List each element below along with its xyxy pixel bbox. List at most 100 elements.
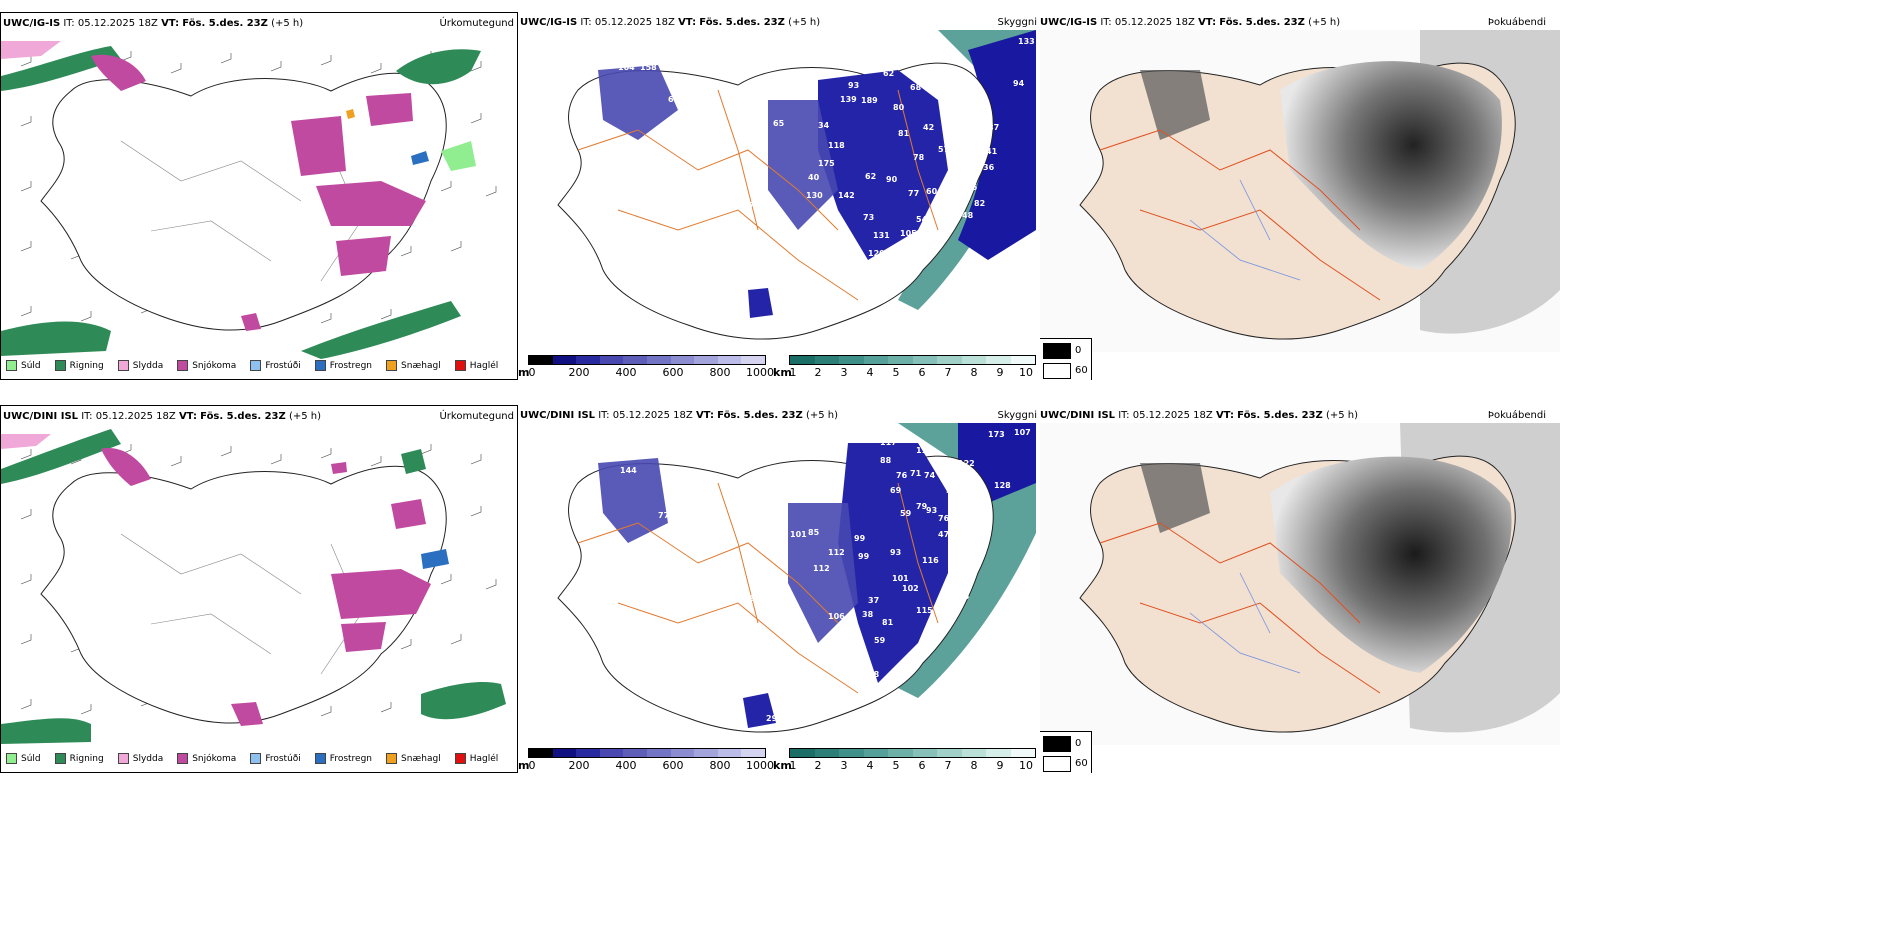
legend-swatch — [6, 753, 17, 764]
vis-label: 175 — [818, 159, 835, 168]
panel-param: Skyggni — [997, 410, 1037, 421]
legend-swatch — [314, 753, 326, 764]
panel-title: UWC/DINI ISL IT: 05.12.2025 18Z VT: Fös.… — [1040, 410, 1359, 421]
visibility-colorbar: km 1 2 3 4 5 6 7 8 9 10 — [773, 355, 1038, 379]
legend-item: Frostregn — [314, 753, 372, 764]
panel-param: Úrkomutegund — [439, 18, 514, 29]
panel-title: UWC/IG-IS IT: 05.12.2025 18Z VT: Fös. 5.… — [520, 17, 821, 28]
vis-label: 107 — [1014, 428, 1031, 437]
legend-swatch — [454, 753, 466, 764]
vis-label: 82 — [974, 199, 985, 208]
vis-label: 56 — [958, 592, 970, 601]
vis-label: 43 — [973, 126, 984, 135]
vis-label: 99 — [858, 552, 870, 561]
vis-label: 37 — [868, 596, 879, 605]
vis-label: 62 — [865, 172, 876, 181]
vis-label: 122 — [958, 459, 975, 468]
fog-legend: 0 60 — [1040, 731, 1092, 773]
fog-map — [1040, 30, 1560, 352]
vis-label: 158 — [640, 63, 657, 72]
fog-panel-row2: UWC/DINI ISL IT: 05.12.2025 18Z VT: Fös.… — [1040, 405, 1900, 773]
panel-title: UWC/DINI ISL IT: 05.12.2025 18Z VT: Fös.… — [3, 411, 322, 422]
vis-label: 65 — [773, 119, 785, 128]
vis-label: 53 — [954, 155, 965, 164]
precip-type-legend: Súld Rigning Slydda Snjókoma Frostúði Fr… — [6, 753, 498, 764]
legend-swatch — [314, 360, 326, 371]
vis-label: 114 — [916, 446, 933, 455]
legend-item: Snæhagl — [386, 753, 441, 764]
legend-swatch — [250, 753, 262, 764]
vis-label: 90 — [886, 175, 898, 184]
panel-param: Skyggni — [997, 17, 1037, 28]
vis-label: 173 — [988, 430, 1005, 439]
legend-item: Frostúði — [250, 360, 301, 371]
precip-type-legend: Súld Rigning Slydda Snjókoma Frostúði Fr… — [6, 360, 498, 371]
fog-legend: 0 60 — [1040, 338, 1092, 380]
legend-swatch — [117, 360, 129, 371]
vis-label: 112 — [813, 564, 830, 573]
vis-label: 118 — [828, 141, 845, 150]
legend-item: Súld — [6, 360, 41, 371]
vis-label: 64 — [943, 187, 955, 196]
vis-label: 55 — [940, 619, 952, 628]
vis-label: 55 — [950, 209, 962, 218]
vis-label: 88 — [880, 456, 892, 465]
legend-item: Frostúði — [250, 753, 301, 764]
vis-label: 41 — [986, 147, 998, 156]
vis-label: 60 — [926, 187, 938, 196]
vis-label: 69 — [890, 486, 902, 495]
vis-label: 29 — [766, 714, 778, 723]
vis-label: 117 — [880, 438, 897, 447]
vis-label: 46 — [966, 183, 978, 192]
vis-label: 101 — [892, 574, 909, 583]
panel-title: UWC/DINI ISL IT: 05.12.2025 18Z VT: Fös.… — [520, 410, 839, 421]
vis-label: 85 — [808, 528, 820, 537]
vis-label: 106 — [828, 612, 845, 621]
visibility-map: 133 94 132 104 158 66 62 68 70 160 80 13… — [557, 30, 1036, 340]
vis-label: 93 — [890, 548, 901, 557]
precip-panel-row2: UWC/DINI ISL IT: 05.12.2025 18Z VT: Fös.… — [0, 405, 518, 773]
vis-label: 71 — [910, 469, 922, 478]
vis-label: 130 — [806, 191, 823, 200]
legend-swatch — [386, 360, 398, 371]
elevation-colorbar: m 0 200 400 600 800 1000 — [518, 355, 774, 379]
vis-label: 43 — [958, 173, 969, 182]
legend-item: Snjókoma — [177, 753, 236, 764]
legend-item: Slydda — [117, 753, 163, 764]
visibility-panel-row2: UWC/DINI ISL IT: 05.12.2025 18Z VT: Fös.… — [518, 405, 1040, 773]
panel-param: Þokuábendi — [1487, 17, 1546, 28]
vis-label: 58 — [946, 486, 958, 495]
vis-label: 133 — [1018, 37, 1035, 46]
vis-label: 132 — [628, 51, 645, 60]
vis-label: 36 — [983, 163, 995, 172]
vis-label: 66 — [668, 95, 680, 104]
vis-label: 189 — [861, 96, 878, 105]
vis-label: 93 — [926, 506, 937, 515]
vis-label: 48 — [962, 211, 974, 220]
vis-label: 42 — [973, 138, 984, 147]
vis-label: 87 — [743, 201, 754, 210]
visibility-map: 173 107 117 114 88 122 76 71 74 105 128 … — [557, 423, 1036, 733]
legend-swatch — [54, 360, 66, 371]
vis-label: 160 — [963, 90, 980, 99]
legend-swatch — [250, 360, 262, 371]
legend-item: Rigning — [54, 360, 104, 371]
vis-label: 81 — [898, 129, 910, 138]
legend-item: Snæhagl — [386, 360, 441, 371]
elevation-colorbar: m 0 200 400 600 800 1000 — [518, 748, 774, 772]
legend-swatch — [177, 360, 189, 371]
vis-label: 120 — [868, 249, 885, 258]
fog-panel-row1: UWC/IG-IS IT: 05.12.2025 18Z VT: Fös. 5.… — [1040, 12, 1900, 380]
visibility-colorbar: km 1 2 3 4 5 6 7 8 9 10 — [773, 748, 1038, 772]
vis-label: 79 — [916, 502, 928, 511]
precip-panel-row1: UWC/IG-IS IT: 05.12.2025 18Z VT: Fös. 5.… — [0, 12, 518, 380]
vis-label: 104 — [618, 63, 635, 72]
vis-label: 40 — [808, 173, 820, 182]
vis-label: 112 — [828, 548, 845, 557]
vis-label: 131 — [873, 231, 890, 240]
vis-label: 115 — [916, 606, 933, 615]
precip-type-map — [1, 41, 497, 359]
vis-label: 54 — [916, 215, 928, 224]
vis-label: 62 — [883, 69, 894, 78]
vis-label: 28 — [870, 277, 882, 286]
